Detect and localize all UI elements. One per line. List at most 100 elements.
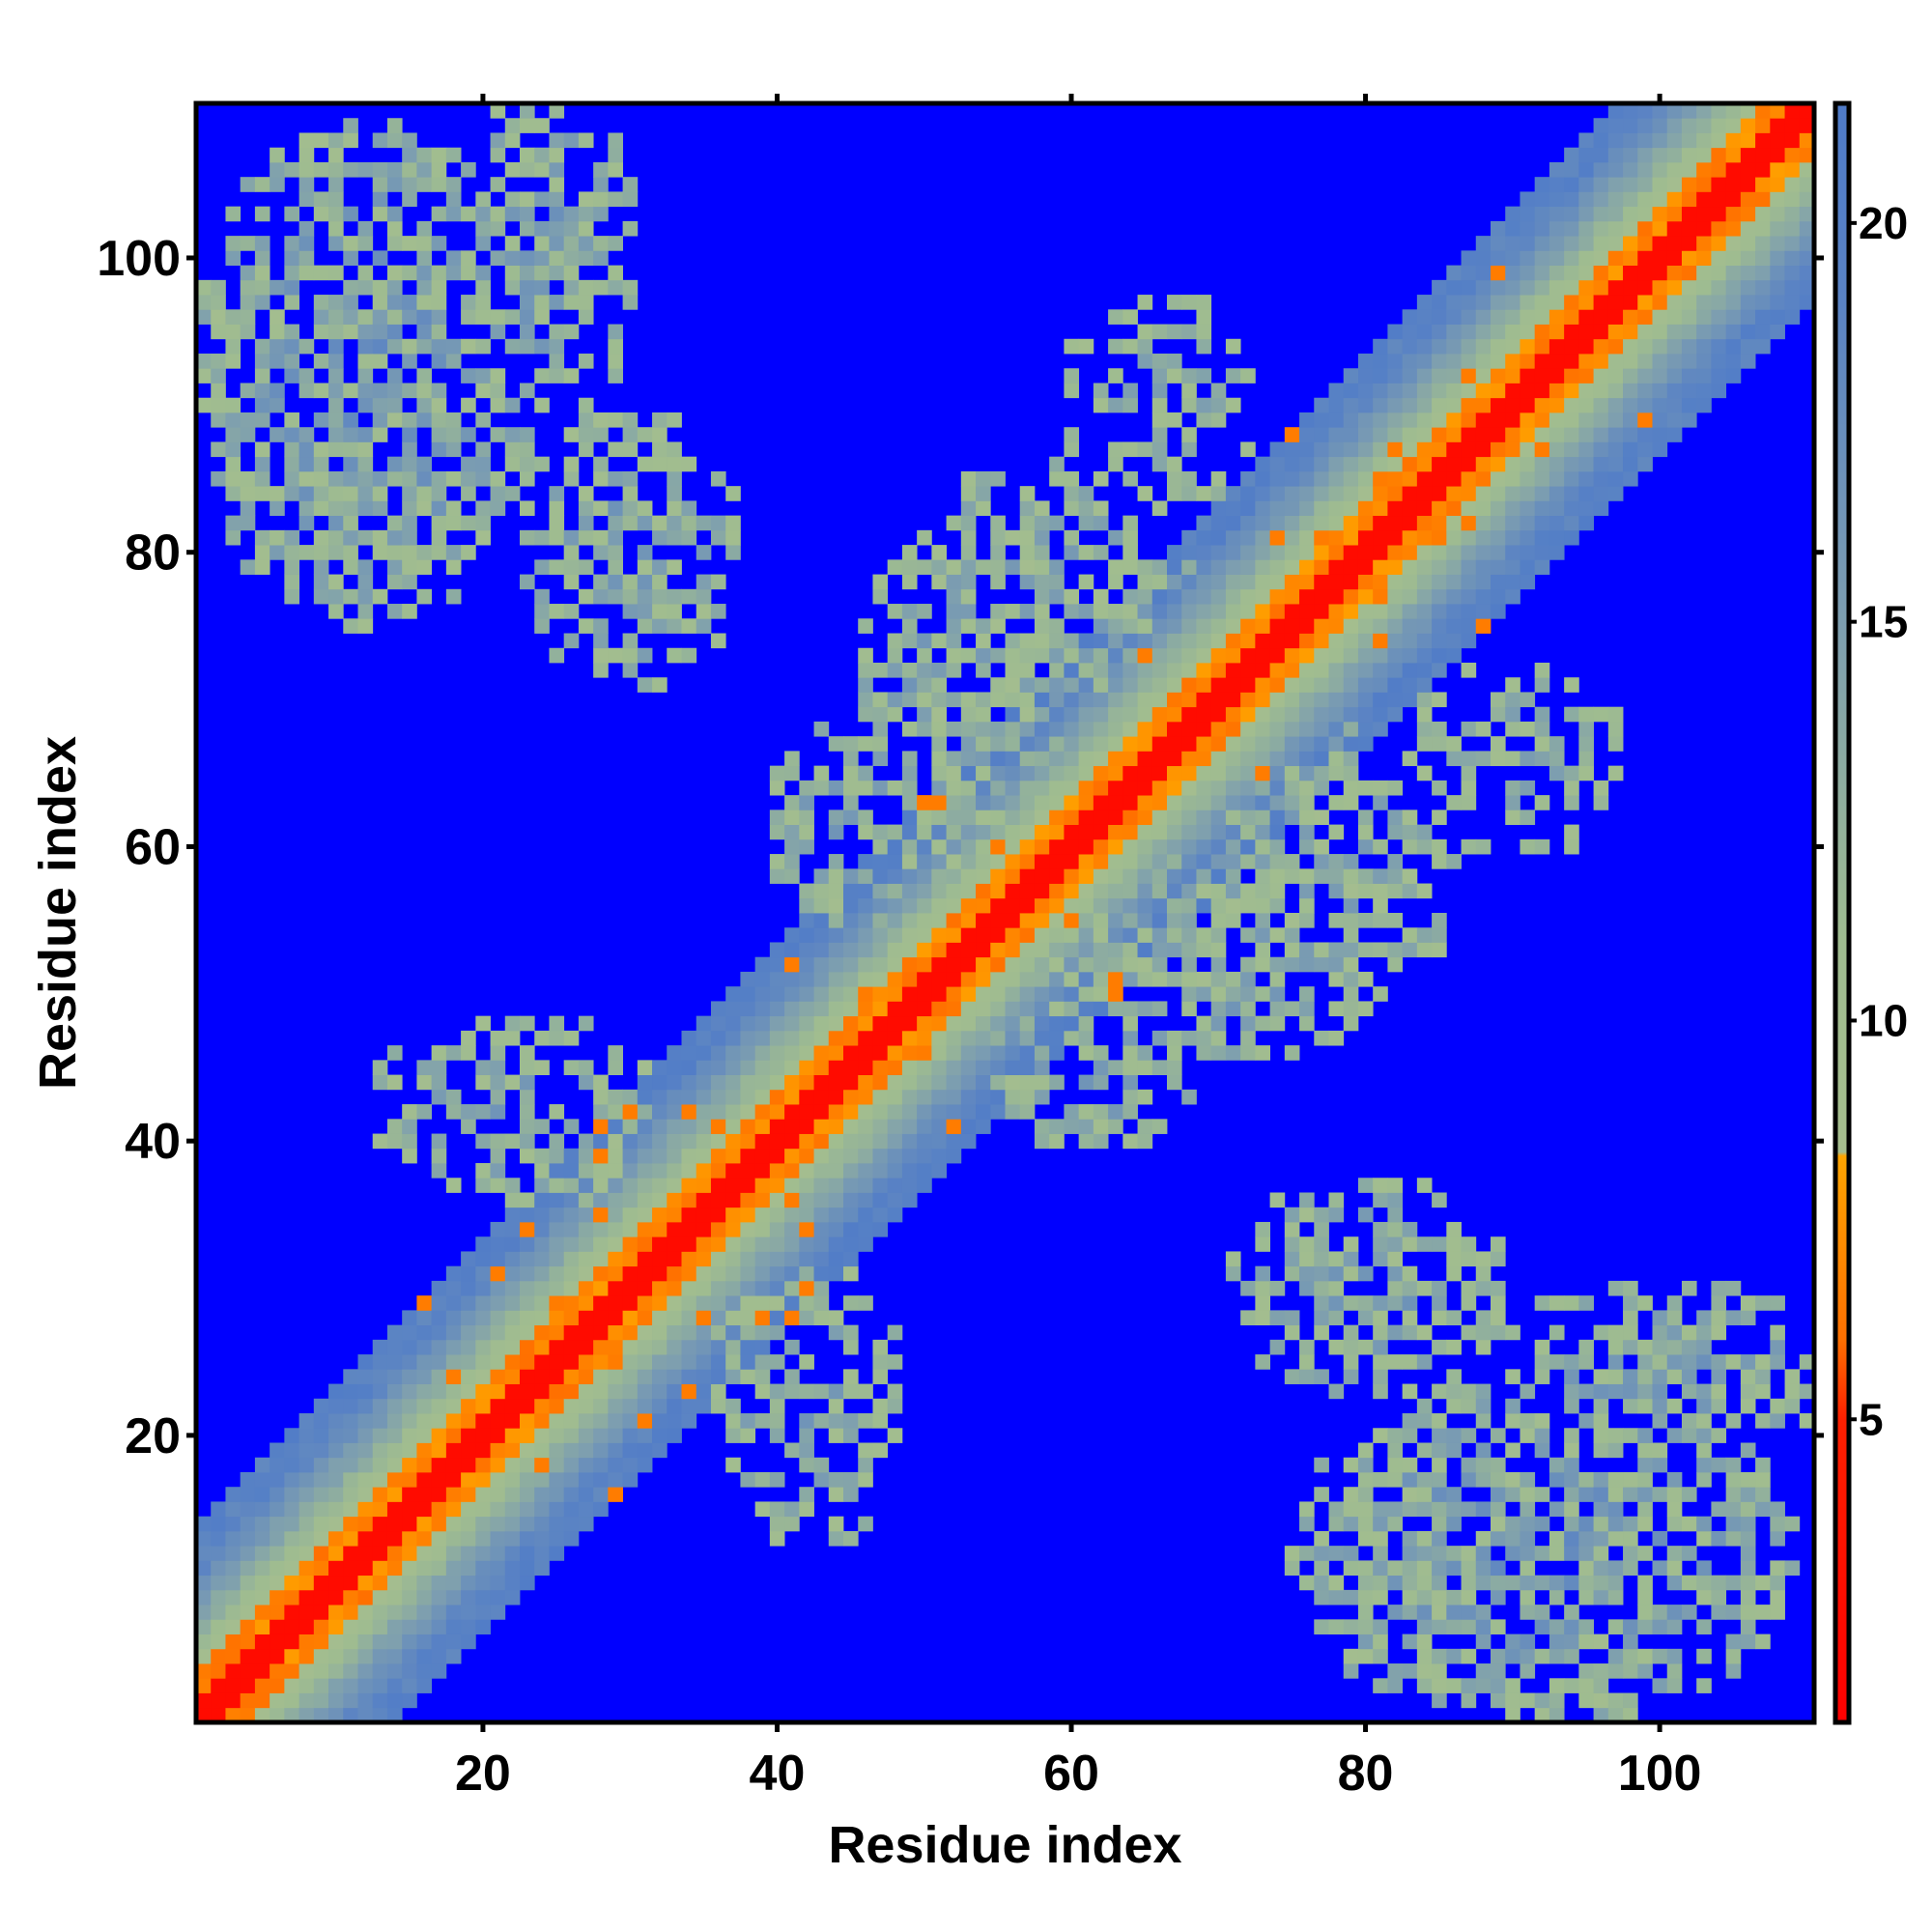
heatmap-cell: [1167, 324, 1182, 340]
heatmap-cell: [1387, 383, 1404, 399]
heatmap-cell: [1446, 500, 1462, 517]
heatmap-cell: [313, 1471, 329, 1488]
heatmap-cell: [1402, 692, 1418, 708]
heatmap-cell: [1137, 647, 1153, 664]
heatmap-cell: [828, 1516, 844, 1532]
heatmap-cell: [1623, 309, 1638, 325]
heatmap-cell: [386, 279, 403, 296]
heatmap-cell: [284, 1575, 299, 1591]
heatmap-cell: [1328, 647, 1345, 664]
heatmap-cell: [960, 1089, 977, 1105]
heatmap-cell: [1564, 456, 1579, 472]
heatmap-cell: [1711, 279, 1727, 296]
heatmap-cell: [1064, 427, 1080, 442]
heatmap-cell: [284, 1457, 299, 1473]
heatmap-cell: [1623, 1369, 1638, 1384]
heatmap-cell: [1725, 309, 1742, 325]
heatmap-cell: [608, 441, 623, 458]
heatmap-cell: [1461, 1251, 1477, 1267]
heatmap-cell: [1328, 1339, 1345, 1355]
heatmap-cell: [445, 1089, 462, 1105]
heatmap-cell: [858, 1074, 873, 1091]
heatmap-cell: [1623, 1530, 1638, 1547]
heatmap-cell: [1432, 1442, 1447, 1459]
heatmap-cell: [475, 1383, 491, 1400]
heatmap-cell: [1740, 1546, 1756, 1561]
heatmap-cell: [725, 1030, 741, 1046]
heatmap-cell: [1122, 736, 1138, 752]
heatmap-cell: [1548, 1707, 1565, 1723]
heatmap-cell: [1666, 161, 1683, 178]
heatmap-cell: [284, 427, 299, 442]
heatmap-cell: [534, 1178, 550, 1193]
heatmap-cell: [1416, 1178, 1433, 1193]
heatmap-cell: [1534, 368, 1550, 384]
heatmap-cell: [1461, 354, 1477, 369]
heatmap-cell: [1461, 383, 1477, 399]
heatmap-cell: [1652, 1339, 1668, 1355]
heatmap-cell: [843, 765, 859, 781]
heatmap-cell: [1548, 1546, 1565, 1561]
heatmap-cell: [784, 854, 800, 869]
heatmap-cell: [270, 486, 285, 501]
heatmap-cell: [960, 647, 977, 664]
heatmap-cell: [887, 1045, 903, 1061]
heatmap-cell: [328, 1487, 344, 1502]
heatmap-cell: [681, 1178, 697, 1193]
heatmap-cell: [931, 545, 947, 560]
heatmap-cell: [578, 559, 594, 575]
heatmap-cell: [1034, 1133, 1050, 1150]
heatmap-cell: [1373, 838, 1388, 855]
heatmap-cell: [402, 604, 417, 619]
heatmap-cell: [1137, 295, 1153, 310]
heatmap-cell: [357, 1369, 374, 1384]
heatmap-cell: [1093, 588, 1109, 605]
heatmap-cell: [1255, 470, 1270, 487]
heatmap-cell: [1078, 545, 1094, 560]
heatmap-cell: [1505, 574, 1520, 590]
heatmap-cell: [1049, 677, 1065, 693]
heatmap-cell: [1623, 220, 1638, 237]
heatmap-cell: [1034, 618, 1050, 634]
heatmap-cell: [1607, 147, 1624, 163]
heatmap-cell: [475, 1398, 491, 1414]
heatmap-cell: [1314, 721, 1329, 737]
heatmap-cell: [1343, 412, 1359, 428]
heatmap-cell: [1432, 588, 1447, 605]
heatmap-cell: [1402, 604, 1418, 619]
heatmap-cell: [608, 1398, 623, 1414]
heatmap-cell: [960, 618, 977, 634]
heatmap-cell: [1593, 1575, 1609, 1591]
heatmap-cell: [799, 1310, 814, 1326]
heatmap-cell: [637, 1310, 653, 1326]
heatmap-cell: [754, 1089, 771, 1105]
heatmap-cell: [1387, 942, 1404, 958]
heatmap-cell: [1151, 765, 1168, 781]
heatmap-cell: [1637, 1516, 1653, 1532]
heatmap-cell: [1181, 751, 1197, 767]
heatmap-cell: [1240, 618, 1256, 634]
heatmap-cell: [1402, 559, 1418, 575]
heatmap-cell: [608, 1192, 623, 1208]
heatmap-cell: [917, 559, 932, 575]
heatmap-cell: [1666, 1324, 1683, 1341]
heatmap-cell: [1005, 1045, 1021, 1061]
heatmap-cell: [225, 1678, 242, 1693]
heatmap-cell: [1328, 1192, 1345, 1208]
heatmap-cell: [1196, 927, 1212, 943]
heatmap-cell: [1255, 647, 1270, 664]
heatmap-cell: [298, 1575, 315, 1591]
heatmap-cell: [1491, 1560, 1506, 1577]
heatmap-cell: [667, 470, 682, 487]
heatmap-cell: [1328, 1207, 1345, 1223]
heatmap-cell: [1049, 1015, 1065, 1032]
heatmap-cell: [1225, 883, 1241, 899]
heatmap-cell: [1137, 604, 1153, 619]
heatmap-cell: [608, 368, 623, 384]
heatmap-cell: [1210, 751, 1227, 767]
heatmap-cell: [1548, 1471, 1565, 1488]
heatmap-cell: [1725, 265, 1742, 281]
heatmap-cell: [1225, 736, 1241, 752]
heatmap-cell: [1005, 721, 1021, 737]
heatmap-cell: [402, 1398, 417, 1414]
